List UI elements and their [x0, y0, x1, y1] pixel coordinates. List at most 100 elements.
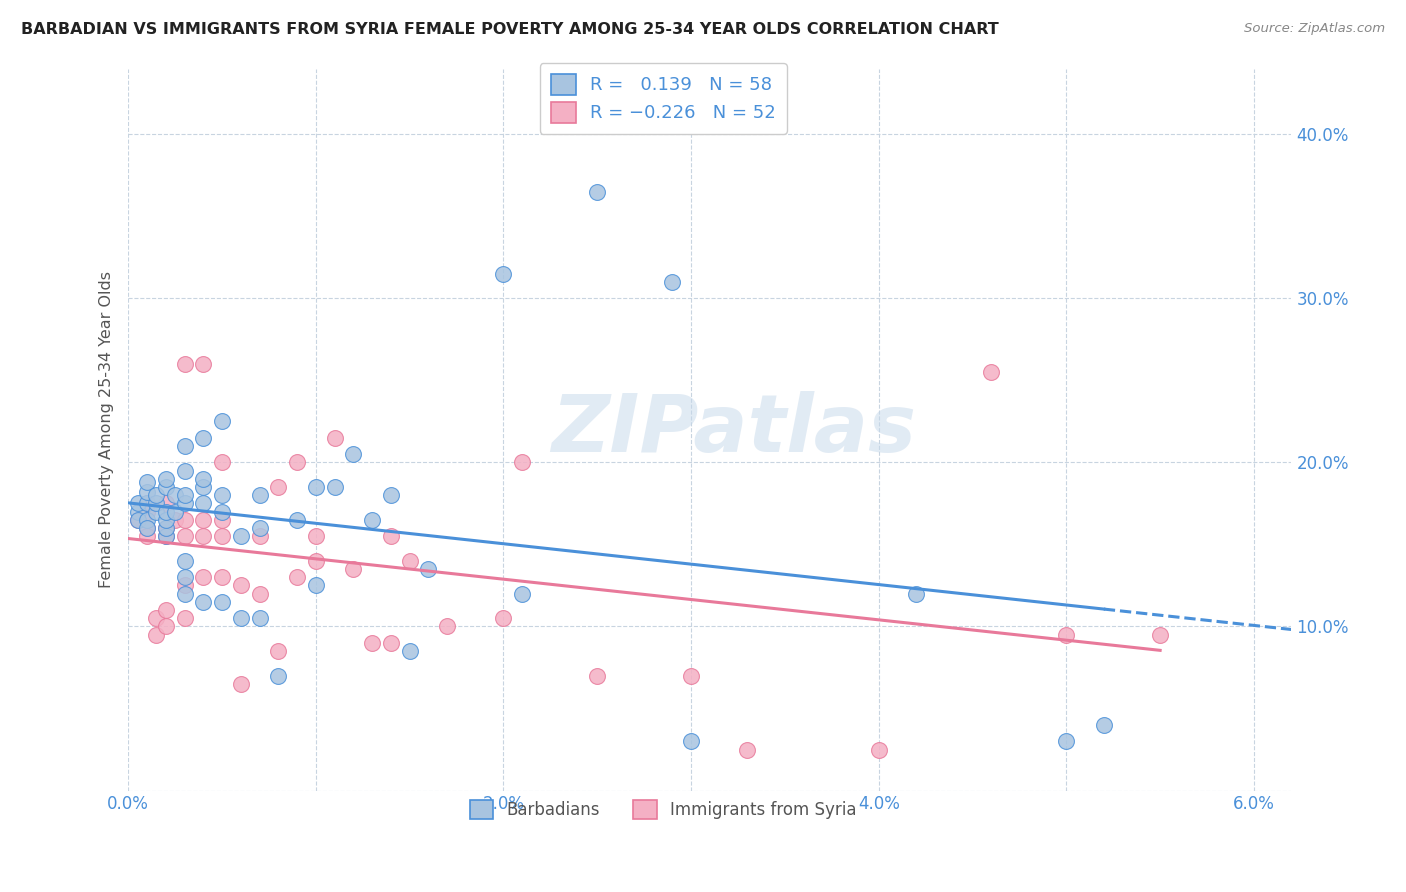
Point: [173, 578, 195, 592]
Point: [267, 480, 290, 494]
Point: [492, 611, 515, 625]
Point: [868, 742, 890, 756]
Point: [193, 570, 215, 584]
Point: [173, 611, 195, 625]
Point: [510, 455, 533, 469]
Point: [136, 496, 159, 510]
Point: [211, 488, 233, 502]
Point: [173, 570, 195, 584]
Point: [165, 513, 187, 527]
Point: [681, 734, 703, 748]
Point: [342, 447, 364, 461]
Point: [1054, 734, 1077, 748]
Point: [155, 603, 177, 617]
Point: [211, 505, 233, 519]
Point: [127, 513, 149, 527]
Point: [1149, 628, 1171, 642]
Legend: Barbadians, Immigrants from Syria: Barbadians, Immigrants from Syria: [464, 793, 863, 826]
Point: [155, 529, 177, 543]
Text: Source: ZipAtlas.com: Source: ZipAtlas.com: [1244, 22, 1385, 36]
Point: [211, 414, 233, 428]
Point: [285, 513, 308, 527]
Point: [305, 578, 328, 592]
Point: [165, 505, 187, 519]
Point: [155, 521, 177, 535]
Point: [173, 488, 195, 502]
Point: [380, 529, 402, 543]
Point: [136, 521, 159, 535]
Point: [173, 439, 195, 453]
Point: [173, 464, 195, 478]
Point: [586, 185, 609, 199]
Point: [193, 480, 215, 494]
Point: [398, 554, 420, 568]
Point: [342, 562, 364, 576]
Point: [305, 554, 328, 568]
Point: [229, 578, 252, 592]
Point: [127, 496, 149, 510]
Point: [267, 644, 290, 658]
Point: [305, 480, 328, 494]
Text: BARBADIAN VS IMMIGRANTS FROM SYRIA FEMALE POVERTY AMONG 25-34 YEAR OLDS CORRELAT: BARBADIAN VS IMMIGRANTS FROM SYRIA FEMAL…: [21, 22, 998, 37]
Point: [398, 644, 420, 658]
Point: [249, 587, 271, 601]
Point: [193, 472, 215, 486]
Point: [136, 484, 159, 499]
Point: [193, 595, 215, 609]
Point: [323, 480, 346, 494]
Point: [127, 513, 149, 527]
Point: [145, 611, 167, 625]
Point: [380, 636, 402, 650]
Point: [249, 611, 271, 625]
Point: [145, 628, 167, 642]
Point: [173, 587, 195, 601]
Point: [136, 521, 159, 535]
Point: [737, 742, 759, 756]
Point: [361, 513, 384, 527]
Point: [285, 570, 308, 584]
Point: [145, 505, 167, 519]
Point: [136, 505, 159, 519]
Point: [436, 619, 458, 633]
Point: [305, 529, 328, 543]
Point: [136, 513, 159, 527]
Point: [380, 488, 402, 502]
Point: [211, 455, 233, 469]
Point: [145, 496, 167, 510]
Point: [173, 529, 195, 543]
Point: [1092, 718, 1115, 732]
Point: [211, 513, 233, 527]
Point: [155, 496, 177, 510]
Point: [229, 677, 252, 691]
Point: [1054, 628, 1077, 642]
Point: [173, 554, 195, 568]
Point: [173, 513, 195, 527]
Point: [193, 431, 215, 445]
Point: [136, 496, 159, 510]
Point: [361, 636, 384, 650]
Point: [249, 529, 271, 543]
Point: [173, 357, 195, 371]
Point: [155, 472, 177, 486]
Point: [155, 513, 177, 527]
Point: [211, 529, 233, 543]
Point: [155, 619, 177, 633]
Point: [136, 529, 159, 543]
Point: [267, 669, 290, 683]
Point: [323, 431, 346, 445]
Point: [510, 587, 533, 601]
Point: [661, 275, 683, 289]
Point: [211, 595, 233, 609]
Point: [980, 365, 1002, 379]
Point: [165, 488, 187, 502]
Point: [193, 513, 215, 527]
Point: [155, 505, 177, 519]
Point: [492, 267, 515, 281]
Y-axis label: Female Poverty Among 25-34 Year Olds: Female Poverty Among 25-34 Year Olds: [100, 271, 114, 588]
Point: [586, 669, 609, 683]
Text: ZIPatlas: ZIPatlas: [551, 391, 915, 468]
Point: [136, 475, 159, 489]
Point: [249, 488, 271, 502]
Point: [173, 496, 195, 510]
Point: [193, 496, 215, 510]
